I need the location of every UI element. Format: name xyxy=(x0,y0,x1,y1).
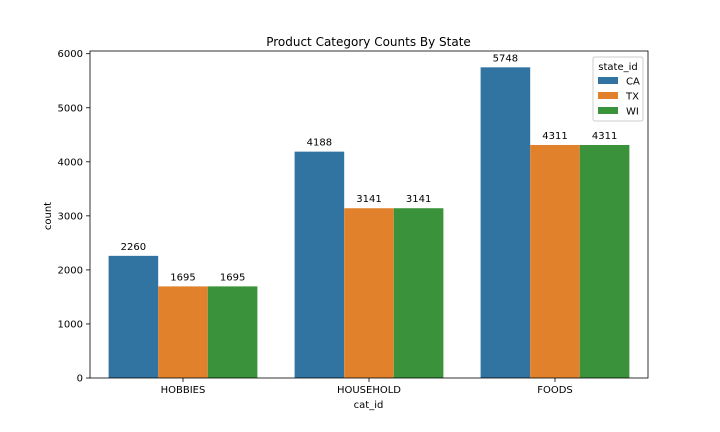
data-label: 4311 xyxy=(592,131,617,142)
bar-foods-wi xyxy=(579,144,630,378)
y-tick-label: 0 xyxy=(77,374,83,385)
legend-label-ca: CA xyxy=(626,77,640,88)
legend-box xyxy=(592,56,644,122)
x-tick-label: HOBBIES xyxy=(161,385,206,396)
y-axis-label: count xyxy=(43,202,54,230)
legend-label-wi: WI xyxy=(626,107,639,118)
bar-hobbies-ca xyxy=(108,255,159,378)
bar-household-ca xyxy=(294,151,345,378)
y-tick-label: 5000 xyxy=(58,103,83,114)
plot-area: 2260 1695 1695 HOBBIES 4188 3141 3141 HOUSEHOLD… xyxy=(58,49,649,396)
data-label: 5748 xyxy=(493,53,518,64)
x-tick-label: HOUSEHOLD xyxy=(337,385,401,396)
x-axis-label: cat_id xyxy=(354,400,384,411)
y-tick-label: 4000 xyxy=(58,157,83,168)
y-tick-label: 3000 xyxy=(58,211,83,222)
y-tick-label: 6000 xyxy=(58,49,83,60)
data-label: 1695 xyxy=(220,272,245,283)
legend: state_id CA TX WI xyxy=(592,56,644,122)
data-label: 3141 xyxy=(356,194,381,205)
legend-label-tx: TX xyxy=(625,92,639,103)
y-tick-label: 1000 xyxy=(58,319,83,330)
bar-foods-tx xyxy=(530,144,580,378)
bar-hobbies-tx xyxy=(158,286,208,378)
data-label: 4188 xyxy=(307,138,332,149)
x-tick-label: FOODS xyxy=(537,385,573,396)
bar-hobbies-wi xyxy=(207,286,258,378)
bar-foods-ca xyxy=(480,67,531,379)
data-label: 4311 xyxy=(542,131,567,142)
data-label: 3141 xyxy=(406,194,431,205)
chart-title: Product Category Counts By State xyxy=(266,35,471,49)
plot-frame xyxy=(89,50,649,379)
legend-swatch-ca xyxy=(598,77,618,84)
y-tick-label: 2000 xyxy=(58,265,83,276)
data-label: 1695 xyxy=(170,272,195,283)
bar-household-tx xyxy=(344,208,394,378)
bar-household-wi xyxy=(393,208,444,378)
legend-swatch-tx xyxy=(598,92,618,99)
legend-swatch-wi xyxy=(598,107,618,114)
legend-title: state_id xyxy=(598,62,637,73)
data-label: 2260 xyxy=(121,242,146,253)
